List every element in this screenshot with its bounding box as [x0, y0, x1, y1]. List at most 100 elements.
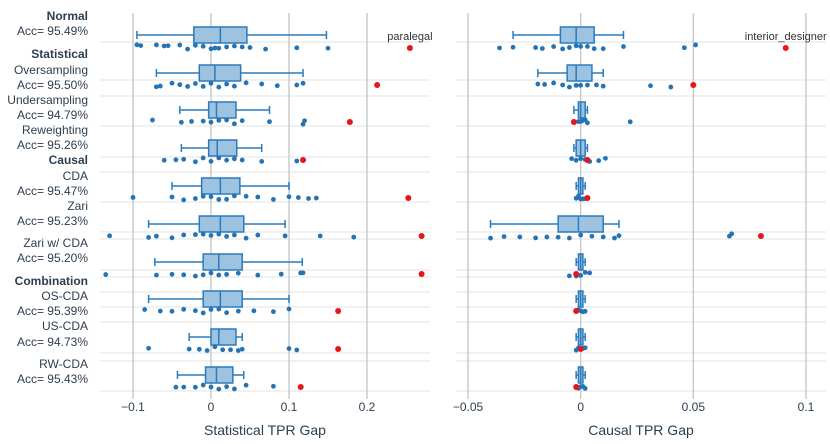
data-point	[220, 347, 226, 353]
highlight-point	[573, 308, 580, 314]
data-point	[208, 80, 214, 86]
data-point	[208, 384, 214, 390]
data-point	[243, 80, 249, 86]
accuracy-label: Acc= 94.79%	[17, 108, 88, 122]
highlight-point	[406, 45, 413, 51]
data-point	[560, 46, 566, 52]
data-point	[193, 273, 198, 279]
data-point	[232, 121, 237, 127]
data-point	[232, 83, 237, 89]
data-point	[228, 347, 233, 353]
data-point	[181, 384, 187, 390]
data-point	[193, 159, 198, 165]
data-point	[138, 43, 144, 49]
data-point	[544, 234, 550, 240]
data-point	[542, 82, 548, 87]
data-point	[591, 46, 597, 52]
data-point	[497, 45, 502, 51]
data-point	[208, 307, 214, 312]
data-point	[582, 270, 588, 275]
highlight-point	[690, 82, 697, 88]
data-point	[200, 83, 206, 89]
box	[559, 26, 595, 44]
x-tick-label: 0	[208, 400, 215, 414]
highlight-point	[346, 119, 353, 125]
data-point	[200, 382, 206, 388]
highlight-point	[782, 45, 789, 51]
data-point	[146, 345, 152, 351]
group-label: Statistical	[31, 47, 88, 61]
data-point	[589, 233, 595, 239]
highlight-point	[405, 195, 412, 201]
data-point	[157, 308, 163, 314]
x-axis-label: Statistical TPR Gap	[204, 422, 326, 438]
data-point	[243, 235, 249, 241]
data-point	[271, 309, 276, 315]
box	[202, 290, 243, 308]
data-point	[181, 272, 187, 278]
data-point	[173, 384, 179, 390]
box-row-causal-8	[573, 328, 588, 353]
data-point	[578, 232, 584, 238]
data-point	[200, 272, 206, 278]
box-row-causal-0: interior_designer	[497, 26, 827, 52]
panel-statistical: −0.1 0 0.1 0.2 Statistical TPR Gap paralegal	[100, 13, 433, 438]
data-point	[107, 233, 112, 239]
accuracy-label: Acc= 95.43%	[17, 372, 88, 386]
highlight-point	[584, 195, 591, 201]
data-point	[103, 272, 109, 277]
box	[198, 64, 242, 82]
data-point	[177, 82, 183, 88]
data-point	[204, 348, 210, 353]
x-tick-label: 0	[577, 400, 584, 414]
box-row-causal-5	[488, 215, 764, 241]
data-point	[306, 196, 311, 201]
data-point	[185, 84, 191, 89]
data-point	[216, 272, 222, 278]
data-point	[578, 272, 584, 278]
highlight-point	[418, 233, 425, 239]
data-point	[533, 235, 538, 241]
box-row-stat-6	[103, 253, 425, 279]
data-point	[193, 196, 198, 201]
highlight-point	[757, 233, 764, 239]
data-point	[294, 82, 300, 88]
data-point	[181, 197, 187, 203]
data-point	[216, 386, 222, 392]
data-point	[193, 308, 198, 314]
data-point	[282, 233, 288, 239]
box	[577, 101, 586, 119]
data-point	[216, 117, 222, 123]
accuracy-label: Acc= 95.47%	[17, 184, 88, 198]
box-row-stat-9	[173, 366, 304, 392]
data-point	[232, 193, 237, 199]
data-point	[578, 156, 584, 162]
accuracy-label: Acc= 95.39%	[17, 304, 88, 318]
data-point	[169, 80, 175, 86]
data-point	[255, 272, 261, 278]
box	[207, 101, 237, 119]
data-point	[177, 42, 183, 48]
box	[204, 366, 234, 384]
data-point	[567, 235, 572, 241]
data-point	[616, 233, 622, 239]
data-point	[161, 157, 167, 163]
box-row-stat-2	[150, 101, 353, 127]
method-label: OS-CDA	[41, 289, 88, 303]
box-row-causal-3	[569, 139, 608, 164]
x-tick-label: 0.1	[798, 400, 815, 414]
data-point	[585, 82, 590, 88]
data-point	[573, 43, 579, 49]
data-point	[216, 306, 222, 312]
box-row-stat-3	[161, 139, 307, 165]
method-label: Oversampling	[14, 63, 88, 77]
outlier-label: paralegal	[387, 31, 432, 43]
data-point	[200, 118, 206, 124]
data-point	[224, 310, 230, 316]
data-point	[216, 231, 222, 237]
data-point	[212, 344, 218, 350]
highlight-point	[570, 119, 577, 125]
data-point	[729, 231, 735, 237]
data-point	[578, 82, 584, 88]
data-point	[216, 45, 222, 51]
